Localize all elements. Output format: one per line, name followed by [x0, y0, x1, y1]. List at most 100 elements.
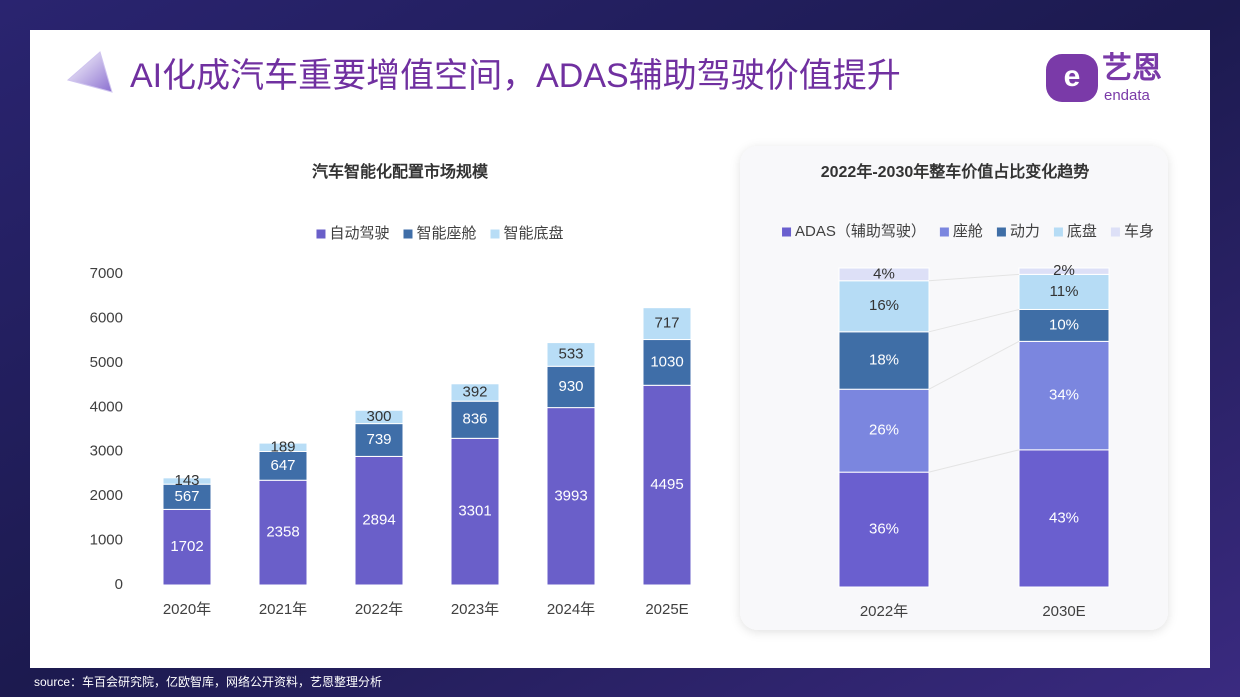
value-label: 2358: [266, 524, 299, 541]
value-label: 3301: [458, 503, 491, 520]
legend-swatch: [782, 227, 792, 237]
value-label: 3993: [554, 487, 587, 504]
bar-segment: [354, 455, 404, 586]
bar-segment: [838, 280, 930, 333]
value-label: 4495: [650, 476, 683, 493]
x-tick-label: 2020年: [163, 601, 211, 618]
chart-title: 汽车智能化配置市场规模: [312, 162, 489, 181]
value-label: 1030: [650, 353, 683, 370]
value-label: 11%: [1050, 283, 1079, 300]
legend-swatch: [996, 227, 1006, 237]
y-tick-label: 2000: [90, 487, 123, 504]
y-tick-label: 0: [115, 576, 123, 593]
bar-segment: [838, 388, 930, 473]
legend-swatch: [316, 229, 326, 239]
bar-segment: [1018, 308, 1110, 342]
slide-title: AI化成汽车重要增值空间，ADAS辅助驾驶价值提升: [130, 57, 901, 95]
bar-segment: [162, 483, 212, 510]
bar-segment: [1018, 273, 1110, 310]
value-label: 647: [270, 457, 295, 474]
value-label: 18%: [869, 351, 899, 368]
bar-segment: [450, 437, 500, 586]
value-label: 16%: [869, 297, 899, 314]
value-label: 1702: [170, 538, 203, 555]
chart-title: 2022年-2030年整车价值占比变化趋势: [821, 162, 1090, 181]
bar-segment: [642, 339, 692, 386]
legend-label: 动力: [1010, 223, 1040, 240]
y-tick-label: 4000: [90, 398, 123, 415]
value-label: 717: [654, 315, 679, 332]
bar-segment: [162, 508, 212, 586]
logo-letter: e: [1064, 60, 1081, 93]
x-tick-label: 2024年: [547, 601, 595, 618]
value-label: 300: [366, 408, 391, 425]
value-label: 4%: [873, 265, 895, 282]
y-tick-label: 1000: [90, 532, 123, 549]
bar-segment: [258, 479, 308, 586]
legend-label: 智能座舱: [416, 224, 476, 242]
value-label: 533: [558, 345, 583, 362]
connector: [928, 340, 1020, 390]
value-label: 36%: [869, 521, 899, 538]
x-tick-label: 2023年: [451, 601, 499, 618]
legend-label: 智能底盘: [504, 224, 564, 242]
legend-swatch: [939, 227, 949, 237]
bar-segment: [1018, 449, 1110, 588]
value-label: 739: [366, 431, 391, 448]
x-tick-label: 2030E: [1042, 603, 1085, 620]
legend-label: 自动驾驶: [329, 225, 389, 242]
value-label: 10%: [1049, 316, 1079, 333]
bar-segment: [546, 407, 596, 586]
bar-segment: [838, 331, 930, 390]
logo: e 艺恩 endata: [1046, 52, 1162, 104]
y-tick-label: 6000: [90, 309, 123, 326]
connector: [928, 308, 1020, 333]
logo-name: 艺恩: [1102, 52, 1162, 85]
bar-segment: [162, 477, 212, 485]
bar-segment: [450, 383, 500, 402]
bar-segment: [258, 442, 308, 452]
value-label: 34%: [1049, 387, 1079, 404]
value-label: 2%: [1053, 262, 1075, 279]
value-label: 392: [462, 383, 487, 400]
value-label: 189: [270, 438, 295, 455]
bar-segment: [1018, 340, 1110, 451]
bar-segment: [1018, 267, 1110, 275]
y-tick-label: 3000: [90, 443, 123, 460]
bar-segment: [642, 307, 692, 341]
bar-segment: [354, 423, 404, 457]
x-tick-label: 2022年: [860, 603, 908, 620]
y-tick-label: 5000: [90, 354, 123, 371]
connector: [928, 449, 1020, 473]
logo-mark: [1046, 54, 1098, 102]
title-icon: [66, 51, 113, 93]
legend-label: 座舱: [953, 223, 983, 240]
value-label: 43%: [1049, 509, 1079, 526]
value-label: 143: [174, 472, 199, 489]
value-label: 930: [558, 378, 583, 395]
legend-swatch: [490, 229, 500, 239]
value-label: 836: [462, 411, 487, 428]
legend-label: ADAS（辅助驾驶）: [795, 223, 926, 240]
legend-swatch: [1110, 227, 1120, 237]
source-note: source：车百会研究院，亿欧智库，网络公开资料，艺恩整理分析: [34, 674, 382, 689]
x-tick-label: 2022年: [355, 601, 403, 618]
value-label: 26%: [869, 422, 899, 439]
logo-sub: endata: [1104, 87, 1151, 104]
value-label: 567: [174, 488, 199, 505]
value-label: 2894: [362, 512, 395, 529]
bar-segment: [838, 471, 930, 588]
bar-segment: [354, 409, 404, 425]
legend-label: 车身: [1124, 223, 1154, 240]
x-tick-label: 2021年: [259, 601, 307, 618]
bar-segment: [546, 365, 596, 409]
connector: [928, 273, 1020, 282]
x-tick-label: 2025E: [645, 601, 688, 618]
bar-segment: [838, 267, 930, 282]
legend-label: 底盘: [1067, 222, 1097, 240]
y-tick-label: 7000: [90, 265, 123, 282]
bar-segment: [546, 342, 596, 367]
legend-swatch: [403, 229, 413, 239]
